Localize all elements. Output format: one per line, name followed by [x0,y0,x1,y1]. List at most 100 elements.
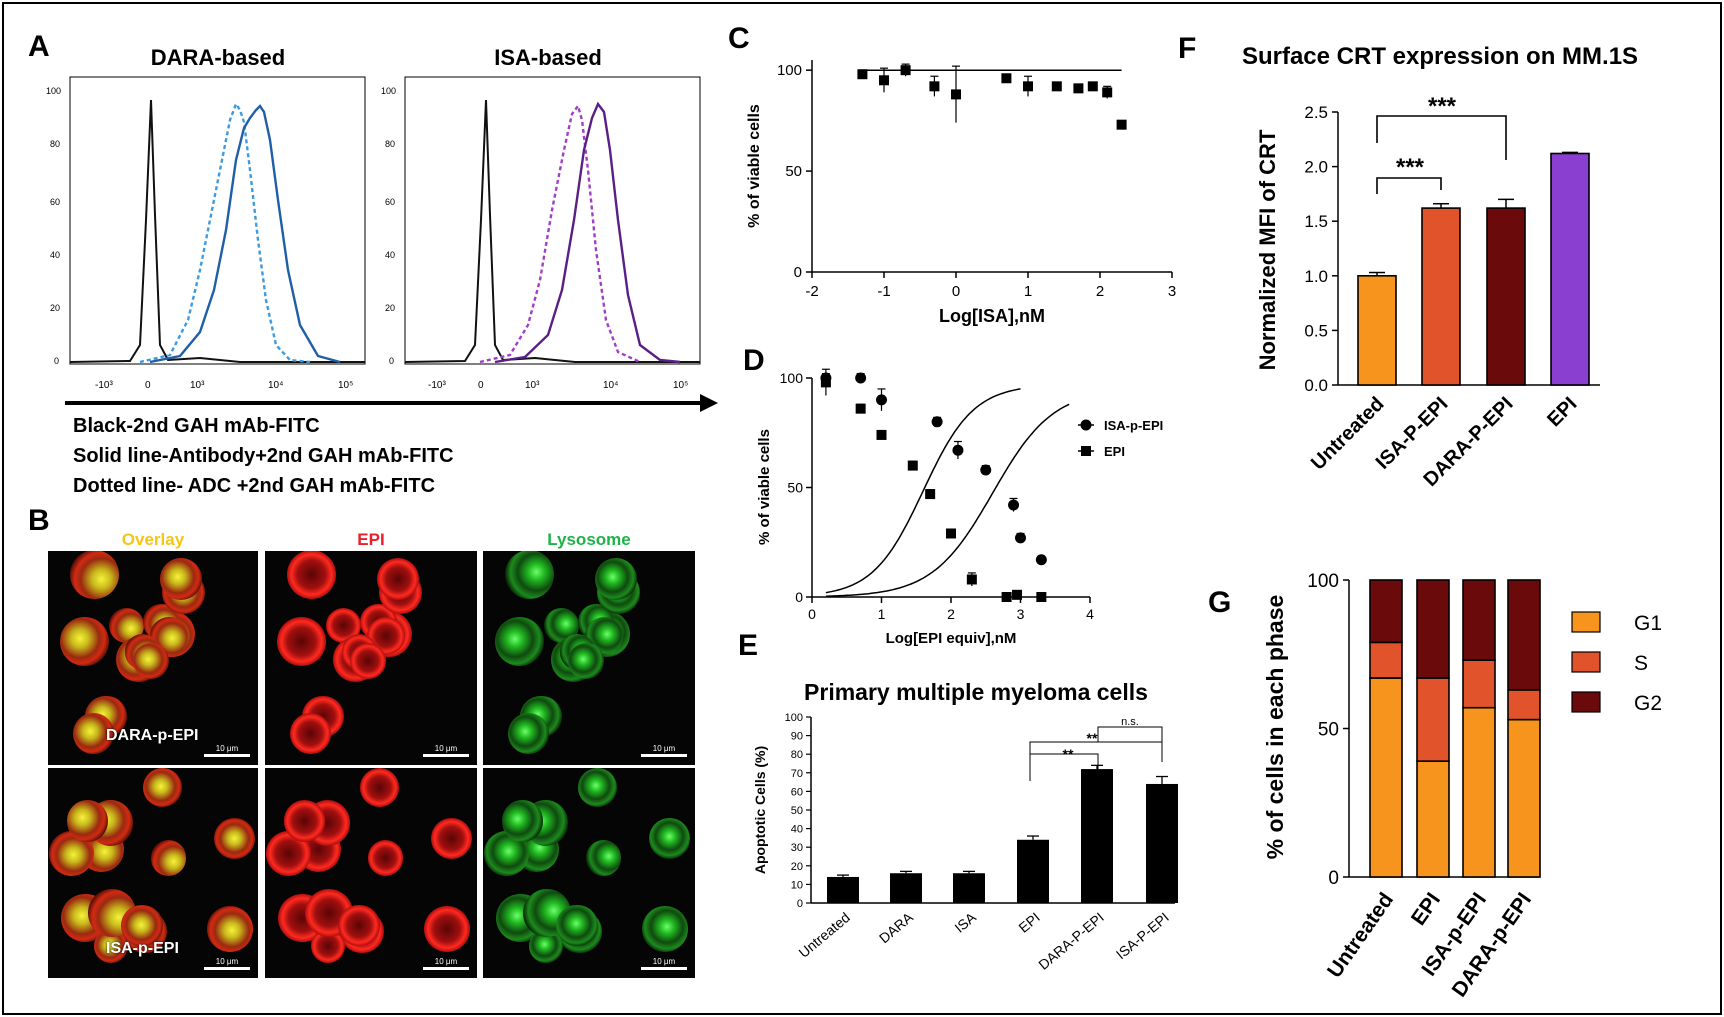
data-point-d-square [855,403,866,414]
y-tick-label-e: 70 [791,768,803,780]
micrograph-column-label-epi: EPI [357,530,385,549]
data-point-d-circle [1035,554,1047,566]
histogram-title-dara: DARA-based [151,45,285,70]
y-tick-a1-60: 60 [50,197,60,207]
y-tick-label-d: 0 [795,589,803,605]
data-point-d-square [820,377,831,388]
y-tick-label-e: 50 [791,805,803,817]
cell [66,800,109,842]
fit-curve-d-0 [825,403,1070,597]
x-tick-a2-4: 10⁴ [603,380,618,391]
scale-bar: 10 μm [641,957,687,970]
data-point-d-circle [931,416,943,428]
bar-e-dara-p-epi [1081,769,1113,903]
cell [556,904,598,947]
x-tick-label-c: 2 [1096,283,1104,300]
y-tick-a1-40: 40 [50,250,60,260]
stacked-bar-g-g2 [1507,579,1541,691]
legend-swatch-s [1571,651,1601,673]
stacked-bar-g-g2 [1416,579,1450,679]
y-tick-label-f: 0.0 [1304,376,1328,395]
sample-label-isa-p-epi: ISA-p-EPI [106,940,179,957]
y-tick-label-c: 100 [777,62,802,79]
cell [367,840,404,876]
cell [150,840,187,876]
y-tick-label-d: 100 [780,370,804,386]
cell [338,904,380,947]
ticks-d: 0 1 2 3 4 0 50 100 [780,370,1094,622]
data-point-d-square [966,574,977,585]
cell [121,904,163,947]
x-tick-label-f: EPI [1543,393,1581,431]
data-point-c [900,65,911,76]
sig-label-epi-dara: ** [1063,746,1074,762]
panel-f: Surface CRT expression on MM.1S 0.0 0.5 1.… [1242,43,1638,491]
ticks-f: 0.0 0.5 1.0 1.5 2.0 2.5 [1304,103,1338,395]
y-tick-label-g: 50 [1318,720,1339,741]
sig-label-epi-isa: ** [1087,730,1098,746]
ticks-c: -2 -1 0 1 2 3 0 50 100 [777,62,1176,300]
ticks-e: 0 10 20 30 40 50 60 70 80 90 100 [785,712,811,910]
y-tick-label-g: 100 [1307,571,1339,592]
data-point-c [1051,81,1062,92]
x-tick-label-e: ISA-P-EPI [1113,909,1172,962]
cell [495,616,545,667]
y-tick-label-c: 50 [785,163,802,180]
y-tick-a1-0: 0 [54,356,59,366]
stacked-bar-g-g2 [1462,579,1496,661]
y-axis-label-c: % of viable cells [746,104,763,228]
x-tick-label-d: 1 [878,606,886,622]
data-point-c [951,89,961,100]
x-tick-label-d: 3 [1017,606,1025,622]
data-point-d-square [1036,592,1047,602]
cell [377,558,420,600]
cell [350,643,387,680]
y-tick-label-f: 1.5 [1304,212,1328,231]
chart-title-f: Surface CRT expression on MM.1S [1242,43,1638,70]
micrograph-epi-dara: 10 μm [265,551,477,765]
panel-letter-g: G [1208,586,1231,619]
cell [206,906,253,953]
y-axis-label-g: % of cells in each phase [1262,595,1288,860]
sig-bracket-dara-isa [1097,726,1163,742]
micrograph-epi-isa: 10 μm [265,768,477,978]
x-tick-label-e: DARA-P-EPI [1035,909,1107,973]
data-point-d-circle [876,394,887,406]
panel-letter-b: B [28,504,50,537]
stacked-bar-g-g1 [1507,718,1541,878]
legend-label-g1: G1 [1634,612,1662,635]
data-point-c [1087,81,1098,92]
panel-letter-a: A [28,30,50,63]
cell [287,551,337,600]
arrow-head-icon [700,394,718,412]
stacked-bar-g-s [1416,677,1450,762]
y-tick-label-e: 60 [791,786,803,798]
x-tick-label-d: 0 [808,606,816,622]
scale-bar: 10 μm [204,744,250,757]
panel-letter-e: E [738,629,758,662]
x-tick-label-e: EPI [1015,909,1043,936]
histogram-title-isa: ISA-based [494,45,602,70]
data-point-d-circle [1008,499,1020,511]
plot-d [820,368,1070,602]
histogram-dotted-adc-dara [139,101,311,364]
cell [73,712,115,755]
x-axis-label-d: Log[EPI equiv],nM [886,630,1017,647]
cell [60,616,110,667]
y-tick-a1-100: 100 [46,86,61,96]
sig-label-untreated-isa: *** [1396,154,1425,181]
x-tick-a1-0: 0 [145,380,151,391]
x-tick-a1-5: 10⁵ [338,380,353,391]
legend-label-epi: EPI [1104,444,1125,459]
data-point-d-square [946,528,956,539]
scale-bar: 10 μm [641,744,687,757]
legend-label-isa-p-epi: ISA-p-EPI [1104,418,1163,433]
data-point-d-square [876,429,887,440]
stacked-bar-g-g1 [1369,677,1403,878]
bar-e-isa-p-epi [1146,783,1178,903]
sig-label-dara-isa: n.s. [1121,716,1139,728]
y-tick-label-f: 2.5 [1304,103,1328,122]
y-tick-label-e: 10 [791,879,803,891]
data-point-d-square [907,460,918,471]
